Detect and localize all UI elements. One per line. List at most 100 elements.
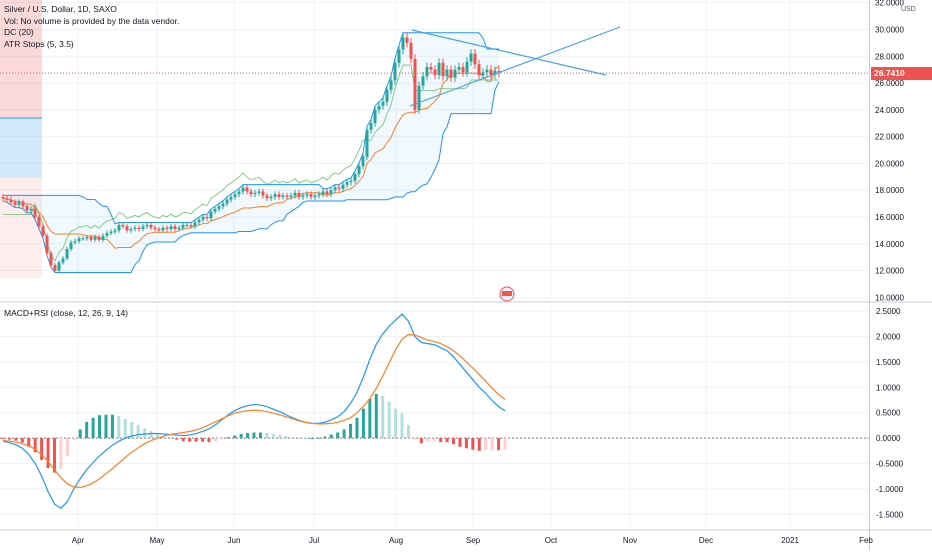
- candle-body: [189, 225, 193, 227]
- price-tick-label: 30.0000: [875, 25, 904, 34]
- macd-histogram-bar: [426, 438, 430, 442]
- candle-body: [137, 227, 141, 230]
- macd-histogram-bar: [458, 438, 462, 447]
- candle-body: [297, 192, 301, 197]
- session-shade: [0, 178, 42, 278]
- price-tick-label: 20.0000: [875, 159, 904, 168]
- macd-histogram-bar: [188, 438, 192, 442]
- macd-histogram-bar: [361, 408, 365, 439]
- candle-body: [25, 206, 29, 211]
- dc-indicator-label[interactable]: DC (20): [4, 27, 34, 37]
- candle-body: [157, 229, 161, 231]
- macd-histogram-bar: [368, 398, 372, 439]
- volume-note: Vol: No volume is provided by the data v…: [4, 15, 180, 26]
- macd-histogram-bar: [201, 438, 205, 442]
- macd-histogram-bar: [471, 438, 475, 450]
- candle-body: [285, 195, 289, 197]
- macd-histogram-bar: [143, 428, 147, 439]
- dc-basis-line: [2, 65, 500, 249]
- macd-histogram-bar: [91, 417, 95, 439]
- macd-histogram-bar: [46, 438, 50, 469]
- candle-body: [229, 196, 233, 200]
- macd-histogram-bar: [400, 413, 404, 439]
- macd-histogram-bar: [394, 408, 398, 439]
- candle-body: [213, 208, 217, 212]
- candle-body: [5, 198, 9, 200]
- candle-body: [369, 123, 373, 130]
- candle-body: [1, 197, 5, 199]
- candle-body: [365, 129, 369, 157]
- candle-body: [341, 184, 345, 189]
- candle-body: [313, 195, 317, 197]
- macd-histogram-bar: [445, 438, 449, 443]
- candle-body: [329, 190, 333, 195]
- atr-indicator-label[interactable]: ATR Stops (5, 3.5): [4, 38, 74, 49]
- macd-tick-label: 2.5000: [876, 307, 901, 316]
- macd-histogram-bar: [497, 438, 501, 451]
- price-tick-label: 22.0000: [875, 133, 904, 142]
- macd-histogram-bar: [439, 438, 443, 443]
- candle-body: [185, 225, 189, 226]
- candle-body: [425, 66, 429, 77]
- symbol-title[interactable]: Silver / U.S. Dollar, 1D, SAXO: [4, 4, 117, 14]
- macd-tick-label: 1.0000: [876, 383, 901, 392]
- event-marker: [499, 286, 515, 302]
- candle-body: [429, 66, 433, 70]
- candle-body: [97, 237, 101, 240]
- candle-body: [373, 109, 377, 124]
- macd-histogram-bar: [271, 434, 275, 439]
- macd-histogram-bar: [336, 432, 340, 439]
- macd-histogram-bar: [226, 437, 230, 439]
- candle-body: [53, 265, 57, 271]
- candle-body: [265, 195, 269, 199]
- candle-body: [361, 156, 365, 167]
- candle-body: [397, 49, 401, 63]
- time-tick-label: Feb: [859, 536, 873, 545]
- macd-line: [2, 313, 506, 509]
- candle-body: [133, 227, 137, 230]
- macd-histogram-bar: [78, 429, 82, 439]
- macd-histogram-bar: [20, 438, 24, 443]
- dc-lower-line: [2, 81, 500, 273]
- macd-tick-label: 0.0000: [876, 434, 901, 443]
- macd-histogram-bar: [381, 395, 385, 439]
- candle-body: [417, 85, 421, 110]
- macd-histogram: [1, 393, 507, 473]
- dc-band-fill: [3, 32, 499, 273]
- macd-histogram-bar: [432, 438, 436, 442]
- candle-body: [277, 194, 281, 197]
- time-tick-label: May: [149, 536, 164, 545]
- candle-body: [85, 237, 89, 239]
- candle-body: [205, 216, 209, 219]
- macd-histogram-bar: [265, 433, 269, 439]
- candle-body: [293, 192, 297, 196]
- candle-body: [241, 187, 245, 192]
- candle-body: [249, 191, 253, 195]
- macd-tick-label: 1.5000: [876, 358, 901, 367]
- last-price-tag: 26.7410: [871, 67, 932, 80]
- currency-label[interactable]: USD: [901, 6, 916, 13]
- candle-body: [105, 233, 109, 236]
- dc-upper-line: [3, 32, 499, 225]
- session-shade: [0, 118, 42, 178]
- macd-histogram-bar: [117, 416, 121, 439]
- candle-body: [353, 174, 357, 181]
- time-tick-label: Dec: [699, 536, 713, 545]
- candle-body: [81, 238, 85, 240]
- candle-body: [49, 253, 53, 266]
- macd-histogram-bar: [464, 438, 468, 449]
- candle-body: [485, 69, 489, 73]
- candle-body: [109, 231, 113, 234]
- macd-histogram-bar: [175, 438, 179, 440]
- candle-body: [245, 187, 249, 192]
- macd-histogram-bar: [477, 438, 481, 451]
- macd-histogram-bar: [258, 432, 262, 439]
- candle-body: [453, 69, 457, 78]
- macd-rsi-indicator-label[interactable]: MACD+RSI (close, 12, 26, 9, 14): [4, 308, 129, 318]
- macd-histogram-bar: [7, 438, 11, 440]
- time-tick-label: Apr: [72, 536, 85, 545]
- session-shade: [0, 0, 42, 118]
- macd-histogram-bar: [413, 438, 417, 440]
- macd-histogram-bar: [1, 438, 5, 440]
- candle-body: [257, 191, 261, 193]
